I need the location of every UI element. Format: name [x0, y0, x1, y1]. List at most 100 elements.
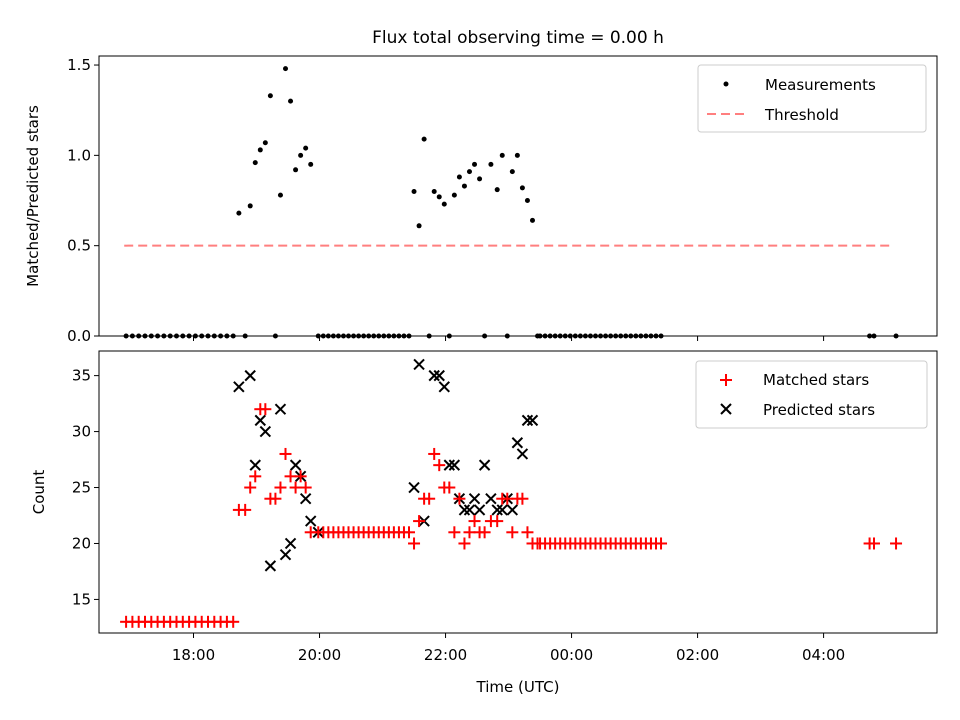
predicted-point-stroke — [485, 493, 497, 505]
measurement-point — [257, 147, 263, 153]
predicted-point — [428, 369, 440, 382]
measurement-point — [267, 93, 273, 99]
measurement-point — [288, 98, 294, 104]
top-axes-frame — [98, 55, 938, 337]
matched-point — [239, 503, 252, 516]
predicted-point — [458, 504, 471, 516]
matched-point — [428, 447, 441, 460]
matched-point — [491, 515, 504, 528]
top-panel: 0.0 0.5 1.0 1.5 Matched/Predicted stars Mea… — [24, 55, 938, 345]
top-legend-box — [697, 64, 927, 133]
predicted-point — [478, 459, 491, 471]
bottom-x-tick-label: 02:00 — [676, 646, 719, 664]
matched-point — [501, 492, 514, 505]
measurement-point — [494, 187, 500, 193]
matched-point — [516, 492, 529, 505]
bottom-y-tick-label: 30 — [72, 423, 91, 441]
measurement-point — [524, 198, 530, 204]
measurement-point — [283, 66, 289, 72]
matched-point — [289, 481, 302, 494]
predicted-point-stroke — [463, 504, 476, 516]
measurement-point — [529, 217, 535, 223]
predicted-point — [468, 493, 481, 505]
matched-point — [423, 492, 436, 505]
bottom-y-tick-label: 15 — [72, 590, 91, 608]
predicted-point — [274, 403, 287, 415]
predicted-point-stroke — [511, 437, 524, 449]
bottom-panel: 15 20 25 30 35 18:00 20:00 22:00 00:00 02:00 04:0… — [30, 350, 938, 696]
bottom-y-tick-label: 25 — [72, 479, 91, 497]
measurement-point — [436, 194, 442, 200]
matched-point — [274, 481, 287, 494]
predicted-point-stroke — [438, 381, 450, 393]
predicted-point — [264, 560, 277, 572]
predicted-point-stroke — [304, 515, 317, 527]
predicted-point-stroke — [244, 369, 256, 382]
predicted-point — [443, 459, 456, 471]
predicted-point — [473, 504, 486, 516]
predicted-point-stroke — [506, 504, 519, 516]
measurement-point — [519, 185, 525, 191]
matched-point — [453, 492, 466, 505]
bottom-x-axis-label: Time (UTC) — [476, 678, 560, 696]
legend-matched-marker — [720, 374, 732, 386]
measurement-point — [499, 152, 505, 158]
top-y-tick-label: 1.0 — [67, 146, 91, 164]
bottom-x-tick-label: 20:00 — [298, 646, 341, 664]
predicted-point — [511, 437, 524, 449]
measurement-point — [431, 188, 437, 194]
measurement-point — [236, 210, 242, 216]
predicted-point — [233, 381, 245, 393]
predicted-point — [279, 548, 292, 561]
predicted-point-stroke — [428, 369, 440, 382]
top-y-axis-label: Matched/Predicted stars — [24, 105, 42, 287]
predicted-point — [463, 504, 476, 516]
measurement-point — [293, 167, 299, 173]
predicted-point — [249, 459, 261, 471]
measurement-point — [308, 161, 314, 167]
matched-point — [521, 526, 534, 539]
predicted-point-stroke — [478, 459, 491, 471]
predicted-point-stroke — [491, 504, 503, 516]
predicted-point — [506, 504, 519, 516]
matched-point — [867, 537, 880, 550]
matched-point — [408, 537, 421, 550]
bottom-y-tick-label: 35 — [72, 367, 91, 385]
bottom-y-ticks: 15 20 25 30 35 — [72, 367, 99, 608]
predicted-point-stroke — [408, 481, 420, 494]
matched-point — [269, 492, 282, 505]
bottom-axes-frame — [98, 350, 938, 634]
matched-point — [468, 515, 481, 528]
measurement-point — [303, 145, 309, 151]
measurement-point — [247, 203, 253, 209]
predicted-point-stroke — [254, 414, 267, 427]
measurement-point — [411, 188, 417, 194]
predicted-point — [299, 493, 312, 505]
measurement-point — [466, 169, 472, 175]
matched-point — [279, 447, 292, 460]
matched-point — [655, 537, 668, 550]
measurement-points — [123, 66, 899, 339]
predicted-point — [284, 537, 297, 550]
predicted-point-stroke — [526, 414, 539, 427]
measurement-point — [451, 192, 457, 198]
predicted-point-stroke — [233, 381, 245, 393]
bottom-x-ticks: 18:00 20:00 22:00 00:00 02:00 04:00 — [172, 633, 845, 664]
predicted-point — [448, 459, 461, 471]
matched-point — [299, 481, 312, 494]
predicted-point — [289, 459, 302, 471]
measurement-point — [441, 201, 447, 207]
measurement-point — [461, 183, 467, 189]
predicted-point — [438, 381, 450, 393]
matched-point — [402, 526, 415, 539]
predicted-point — [408, 481, 420, 494]
matched-points — [120, 403, 903, 628]
bottom-x-tick-label: 04:00 — [802, 646, 845, 664]
predicted-point — [516, 448, 529, 460]
predicted-point — [259, 425, 272, 438]
predicted-point-stroke — [274, 403, 287, 415]
predicted-point-stroke — [299, 493, 312, 505]
predicted-points — [233, 358, 539, 572]
legend-predicted-label: Predicted stars — [763, 401, 875, 419]
